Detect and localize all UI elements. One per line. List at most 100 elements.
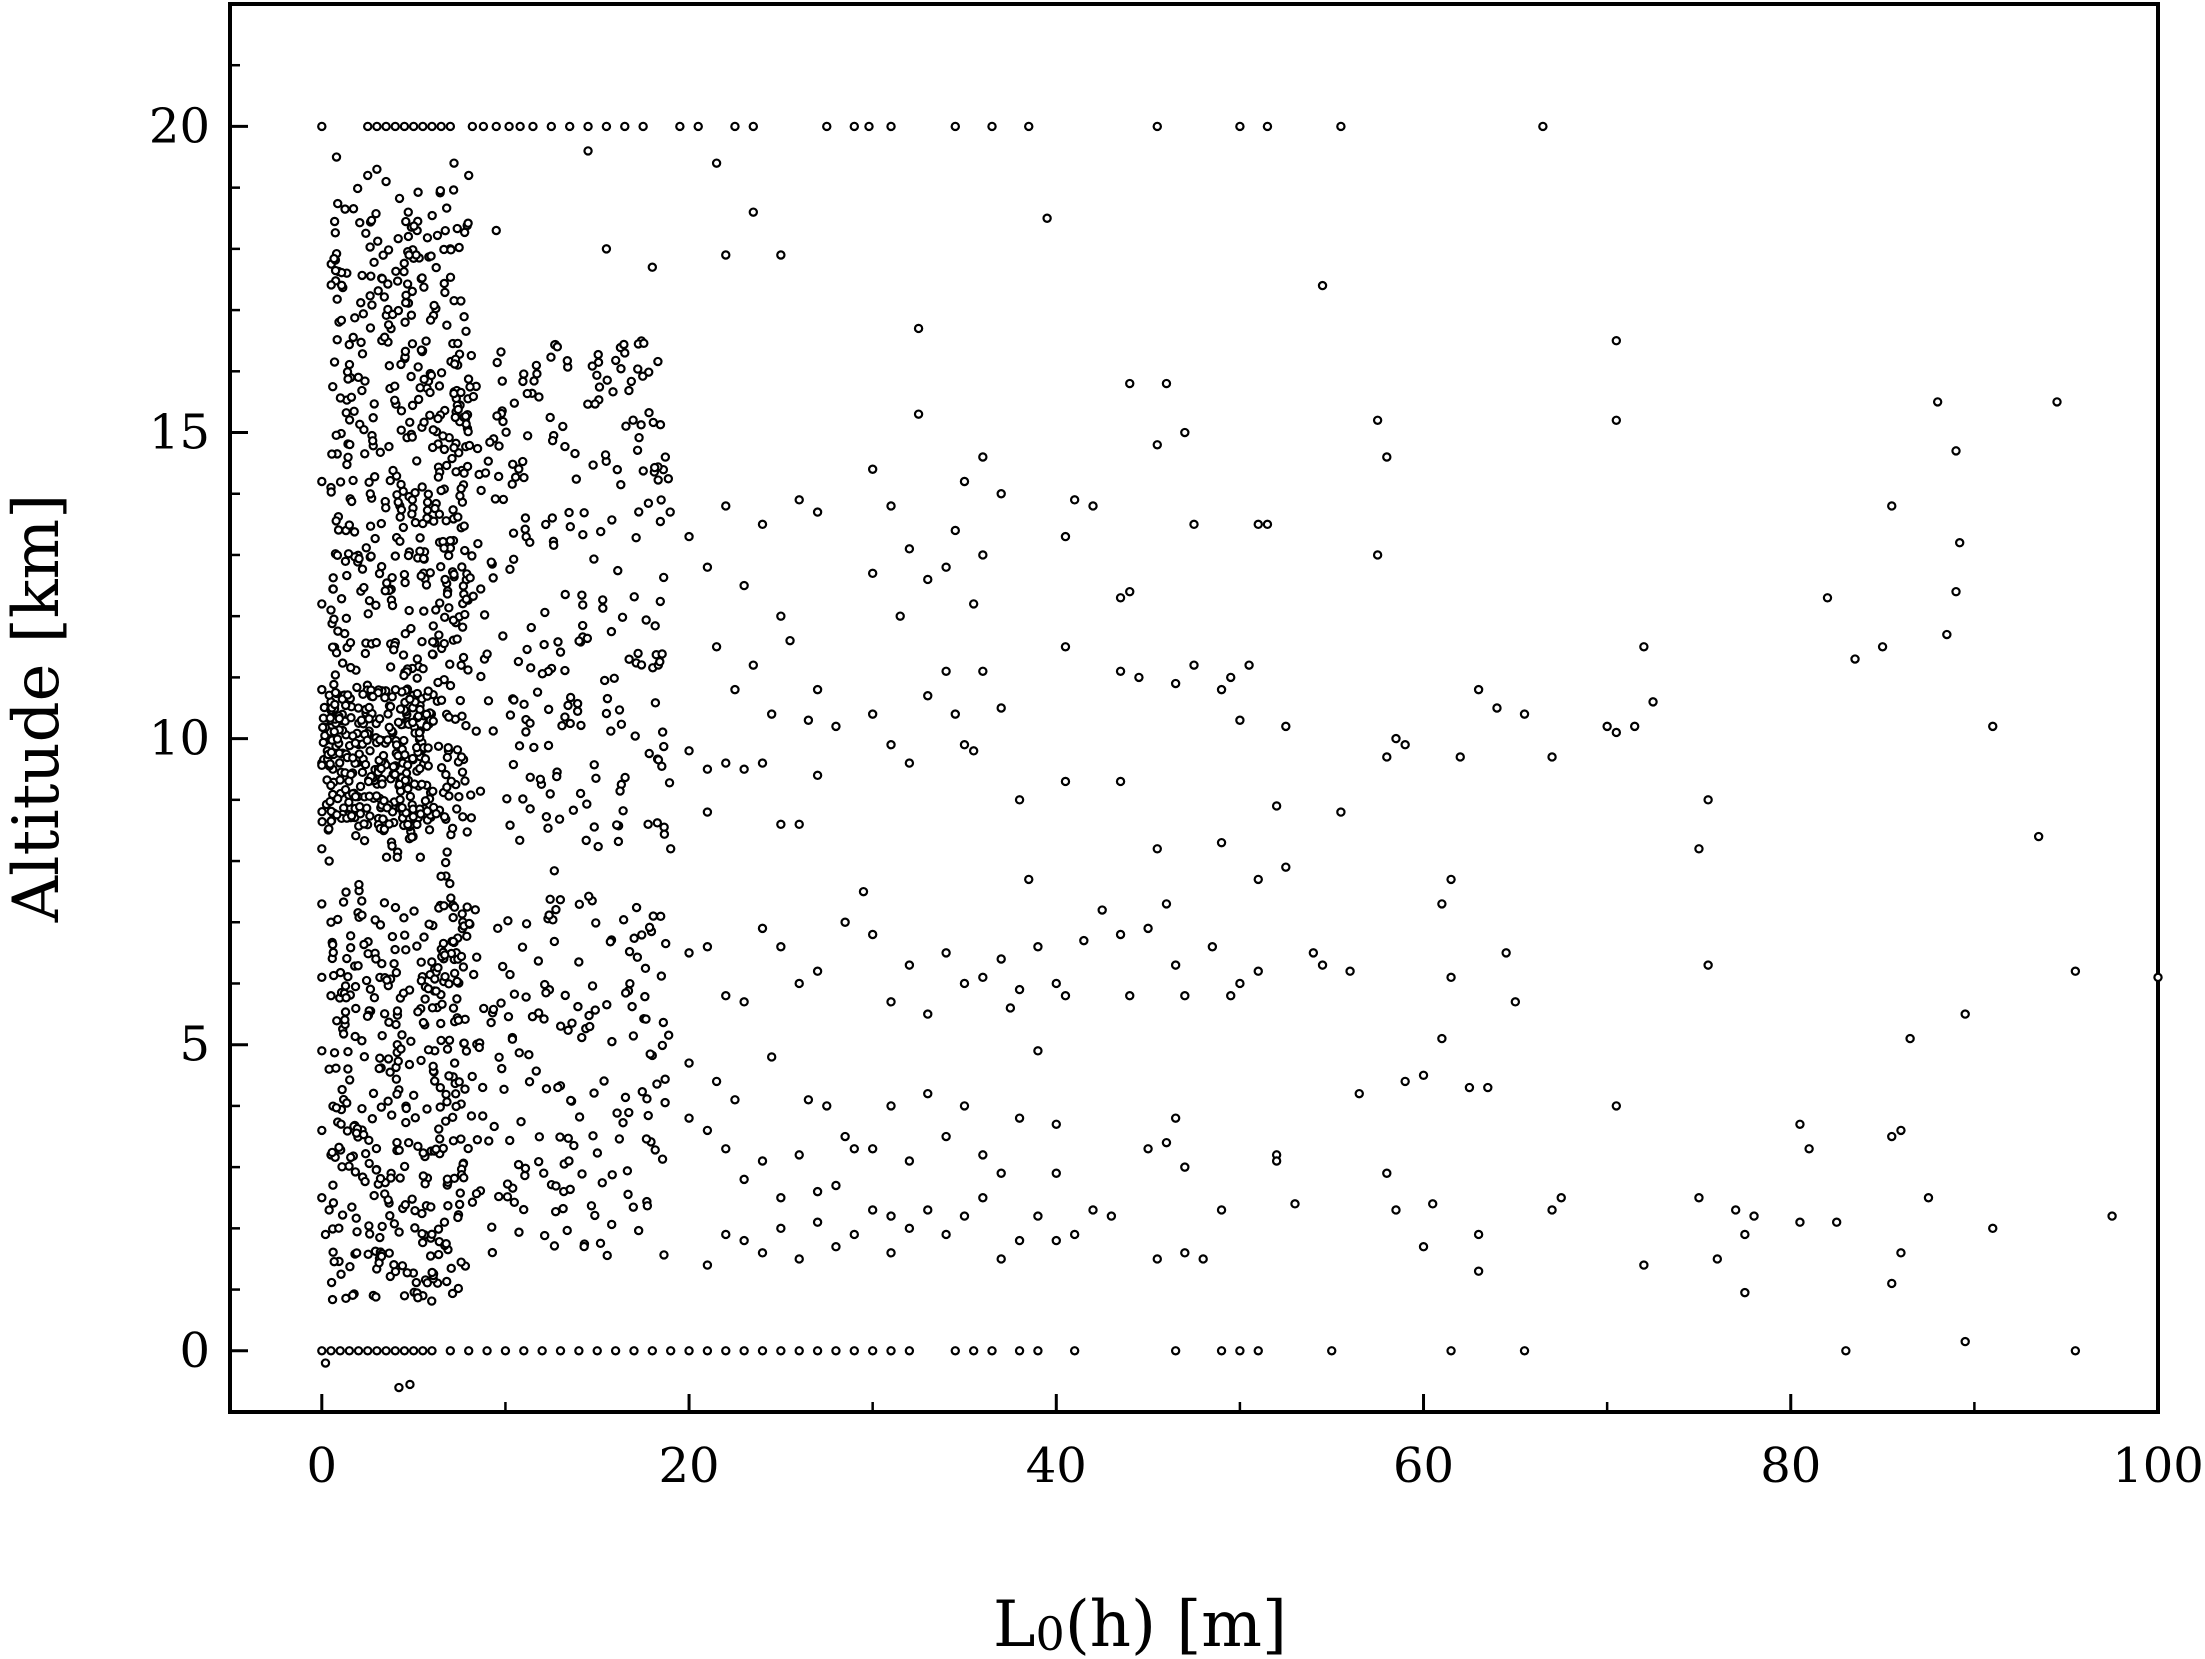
data-point xyxy=(341,408,351,418)
data-point xyxy=(467,121,478,132)
data-point xyxy=(525,804,535,814)
data-point xyxy=(403,819,413,830)
data-point xyxy=(757,1346,768,1356)
data-point xyxy=(462,902,472,912)
data-point xyxy=(492,357,502,368)
data-point xyxy=(375,1173,386,1184)
data-point xyxy=(507,1034,518,1044)
data-point xyxy=(647,262,658,272)
data-point xyxy=(342,459,352,470)
data-point xyxy=(363,1249,373,1259)
data-point xyxy=(636,660,647,670)
data-point xyxy=(402,1268,412,1278)
data-point xyxy=(1253,966,1263,976)
data-point xyxy=(358,689,368,700)
data-point xyxy=(365,291,375,301)
data-point xyxy=(387,572,397,583)
data-point xyxy=(352,1248,362,1258)
data-point xyxy=(606,726,616,736)
data-point xyxy=(1831,1217,1842,1227)
data-point xyxy=(1519,709,1530,719)
x-axis-title-subscript: 0 xyxy=(1036,1607,1065,1659)
data-point xyxy=(477,1082,488,1093)
data-point xyxy=(509,695,519,705)
data-point xyxy=(664,778,675,788)
data-point xyxy=(996,1254,1006,1264)
data-point xyxy=(391,1019,401,1030)
data-point xyxy=(611,820,622,830)
data-point xyxy=(399,1161,410,1172)
data-point xyxy=(598,603,608,613)
data-point xyxy=(396,425,406,435)
data-point xyxy=(577,1169,587,1179)
data-point xyxy=(1336,121,1346,132)
data-point xyxy=(375,1232,385,1243)
data-point xyxy=(614,1134,625,1144)
data-point xyxy=(382,803,392,813)
data-point xyxy=(658,1017,669,1028)
data-point xyxy=(344,359,355,370)
data-point xyxy=(1345,966,1355,976)
data-point xyxy=(583,121,593,132)
data-point xyxy=(409,779,420,789)
data-point xyxy=(923,691,933,701)
data-point xyxy=(637,930,647,940)
data-point xyxy=(357,349,368,359)
data-point xyxy=(1473,1266,1484,1276)
data-point xyxy=(1161,899,1172,909)
data-point xyxy=(456,660,466,670)
data-point xyxy=(522,431,533,441)
data-point xyxy=(428,786,438,796)
data-point xyxy=(403,550,414,561)
data-point xyxy=(522,644,532,655)
data-point xyxy=(1106,1211,1117,1221)
data-point xyxy=(531,360,542,371)
data-point xyxy=(425,387,435,398)
data-point xyxy=(460,1084,470,1094)
data-point xyxy=(415,852,426,862)
data-point xyxy=(592,1346,602,1356)
data-point xyxy=(493,923,503,934)
data-point xyxy=(547,435,558,446)
data-point xyxy=(401,945,411,955)
data-point xyxy=(620,772,630,783)
data-point xyxy=(1097,905,1107,915)
data-point xyxy=(325,759,335,769)
data-point xyxy=(487,1247,498,1258)
data-point xyxy=(941,666,951,676)
data-point xyxy=(419,374,429,385)
data-point xyxy=(425,410,435,420)
data-point xyxy=(941,562,951,572)
data-point xyxy=(330,687,341,698)
data-point xyxy=(543,704,554,715)
data-point xyxy=(328,1247,338,1257)
data-point xyxy=(849,1229,860,1240)
data-point xyxy=(395,704,406,714)
data-point xyxy=(399,266,409,277)
data-point xyxy=(558,421,568,432)
data-point xyxy=(505,564,515,575)
data-point xyxy=(422,497,433,508)
data-point xyxy=(849,121,860,132)
data-point xyxy=(453,512,463,522)
data-point xyxy=(328,1180,338,1190)
data-point xyxy=(472,1135,483,1145)
data-point xyxy=(655,911,666,922)
data-point xyxy=(606,626,617,637)
data-point xyxy=(502,1179,513,1189)
data-point xyxy=(332,335,342,345)
data-point xyxy=(456,483,466,494)
data-point xyxy=(476,485,486,496)
data-point xyxy=(436,695,447,705)
data-point xyxy=(387,692,397,702)
data-point xyxy=(684,948,694,958)
data-point xyxy=(794,978,804,989)
data-point xyxy=(351,1213,361,1223)
data-point xyxy=(684,1058,694,1068)
data-point xyxy=(426,1202,436,1212)
data-point xyxy=(1207,942,1218,952)
data-point xyxy=(426,370,437,381)
data-point xyxy=(458,581,469,591)
data-point xyxy=(449,1173,460,1184)
data-point xyxy=(317,972,327,983)
